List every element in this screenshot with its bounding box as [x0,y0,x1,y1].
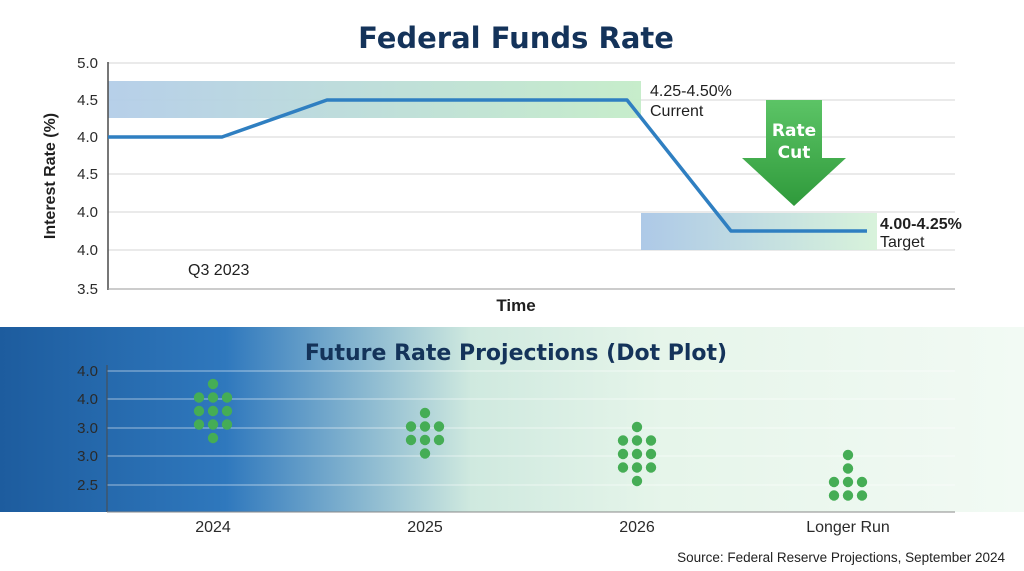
projection-dot [645,462,657,473]
projection-dot [419,407,431,419]
projection-dot [842,490,854,501]
rate-cut-label-line1: Rate [772,121,816,141]
projection-dot [405,434,417,446]
projection-dot [193,405,205,417]
rate-cut-label-line2: Cut [778,143,811,163]
projection-dot [856,490,868,501]
projection-dot [207,419,219,430]
category-label: 2025 [407,519,443,536]
projection-dot [631,435,643,446]
projection-dot [828,490,840,501]
y-tick-label: 5.0 [77,55,98,72]
projection-dot [433,434,445,446]
projection-dot [842,449,854,461]
rate-cut-arrow-icon: Rate Cut [742,100,846,206]
y-tick-label: 4.0 [77,204,98,221]
target-band-range: 4.00-4.25% [880,216,962,233]
y-tick-label: 4.0 [77,242,98,259]
projection-dot [631,462,643,473]
period-annotation: Q3 2023 [188,262,249,279]
dot-plot-title: Future Rate Projections (Dot Plot) [305,341,727,366]
projection-dot [193,392,205,403]
projection-dot [207,392,219,403]
category-label: 2026 [619,519,655,536]
projection-dot [631,475,643,487]
projection-dot [419,434,431,446]
projection-dot [631,421,643,433]
current-band-label: Current [650,103,704,120]
projection-dot [419,448,431,459]
projection-dot [617,448,629,460]
source-note: Source: Federal Reserve Projections, Sep… [677,550,1005,565]
projection-dot [207,405,219,417]
dot-y-tick-label: 2.5 [77,477,98,494]
dot-y-tick-label: 3.0 [77,448,98,465]
projection-dot [842,476,854,488]
target-band-label: Target [880,234,925,251]
projection-dot [207,378,219,390]
dot-plot-panel [0,327,1024,512]
projection-dot [221,392,233,403]
projection-dot [828,476,840,488]
dot-y-tick-label: 3.0 [77,420,98,437]
chart-title: Federal Funds Rate [358,21,674,55]
projection-dot [631,448,643,460]
x-axis-label: Time [496,296,535,315]
y-axis-label: Interest Rate (%) [42,113,59,239]
y-tick-label: 3.5 [77,281,98,298]
projection-dot [856,476,868,488]
category-label: 2024 [195,519,231,536]
dot-plot-gridlines [107,370,955,486]
projection-dot [617,462,629,473]
projection-dot [433,421,445,432]
projection-dot [842,463,854,474]
y-tick-label: 4.5 [77,166,98,183]
projection-dot [645,435,657,446]
projection-dot [221,405,233,417]
projection-dots [193,378,868,501]
projection-dot [405,421,417,432]
dot-plot-y-tick-labels: 4.0 4.0 3.0 3.0 2.5 [77,363,98,494]
rate-series-line [108,98,867,233]
projection-dot [645,448,657,460]
y-tick-label: 4.5 [77,92,98,109]
dot-y-tick-label: 4.0 [77,391,98,408]
projection-dot [419,421,431,432]
y-tick-labels: 5.0 4.5 4.0 4.5 4.0 4.0 3.5 [77,55,98,298]
category-label: Longer Run [806,519,890,536]
y-tick-label: 4.0 [77,129,98,146]
projection-dot [193,419,205,430]
dot-y-tick-label: 4.0 [77,363,98,380]
projection-dot [617,435,629,446]
current-band-range: 4.25-4.50% [650,83,732,100]
projection-dot [221,419,233,430]
dot-plot-category-labels: 2024 2025 2026 Longer Run [195,519,890,536]
projection-dot [207,432,219,444]
